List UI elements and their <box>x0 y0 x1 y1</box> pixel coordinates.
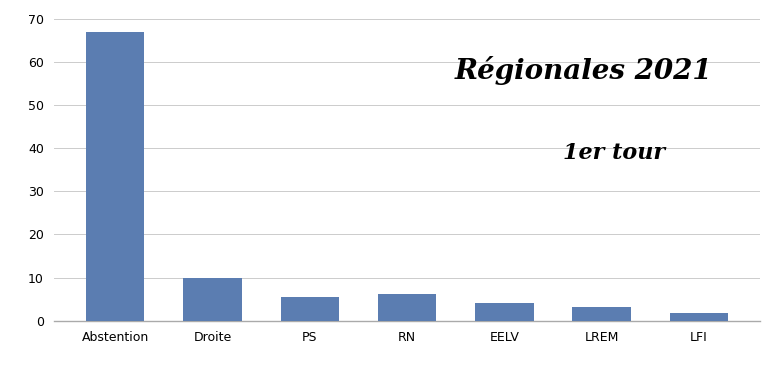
Text: Régionales 2021: Régionales 2021 <box>455 56 713 85</box>
Text: 1er tour: 1er tour <box>564 142 665 164</box>
Bar <box>280 297 339 321</box>
Bar <box>378 294 436 321</box>
Bar <box>86 32 144 321</box>
Bar <box>572 307 631 321</box>
Bar <box>184 279 242 321</box>
Bar <box>475 303 534 321</box>
Bar <box>670 313 728 321</box>
